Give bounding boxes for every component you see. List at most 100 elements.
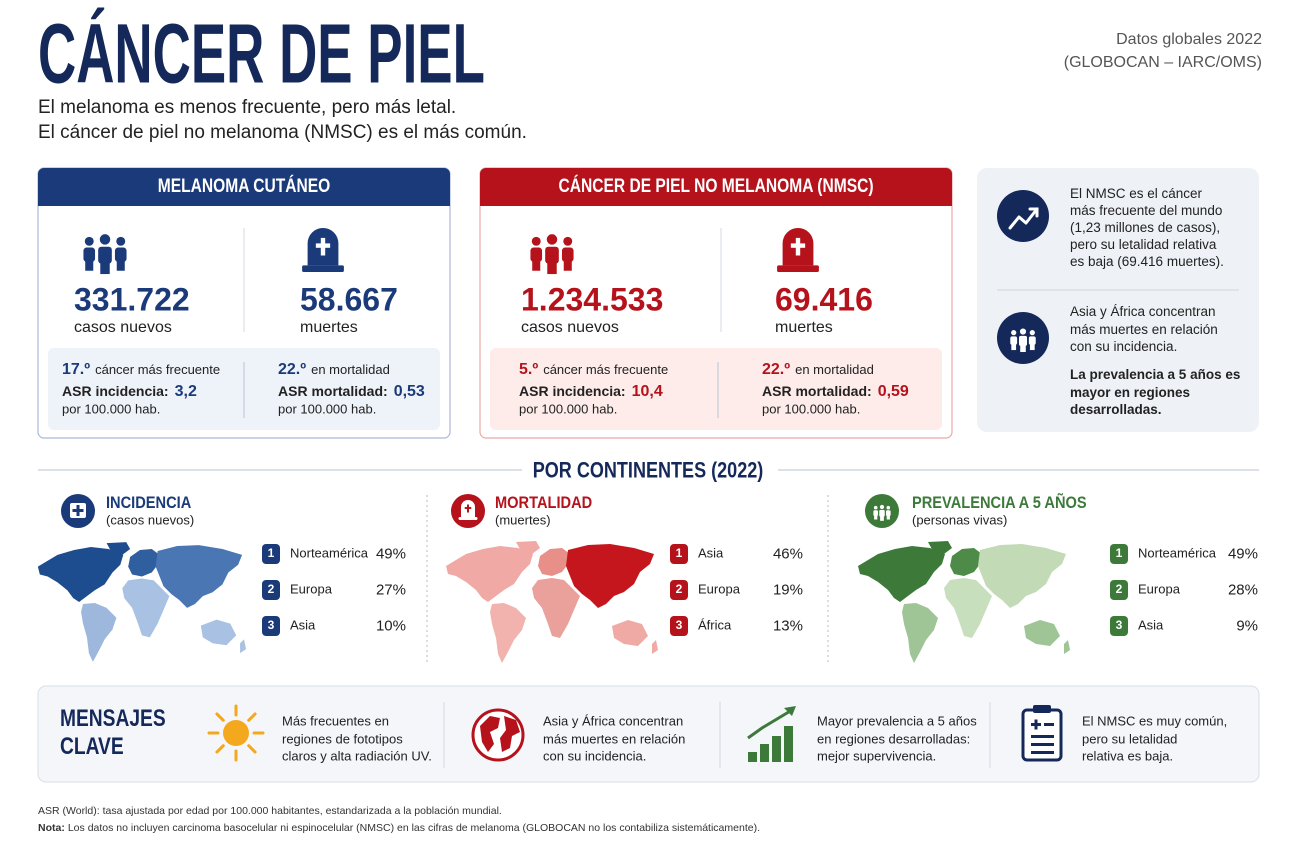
region-share: 49% bbox=[375, 545, 406, 563]
icon-cross bbox=[464, 507, 472, 509]
page-title: CÁNCER DE PIEL bbox=[38, 6, 485, 103]
section-title: POR CONTINENTES (2022) bbox=[533, 457, 764, 482]
icon-legs bbox=[116, 260, 125, 271]
icon-body bbox=[885, 510, 891, 516]
card-title: CÁNCER DE PIEL NO MELANOMA (NMSC) bbox=[558, 176, 873, 198]
icon-head bbox=[886, 505, 891, 510]
insight-text: con su incidencia. bbox=[1070, 339, 1178, 355]
icon-head bbox=[1019, 328, 1027, 335]
region-share: 19% bbox=[772, 581, 803, 599]
rank-badge-text: 1 bbox=[675, 546, 683, 561]
panel-title: PREVALENCIA A 5 AÑOS bbox=[912, 493, 1087, 513]
asr-line: ASR mortalidad: 0,59 bbox=[762, 383, 909, 401]
region-share: 13% bbox=[772, 617, 803, 635]
rank-badge-text: 3 bbox=[675, 618, 683, 633]
icon-legs bbox=[1011, 343, 1017, 351]
region-name: Asia bbox=[698, 545, 724, 561]
world-map bbox=[37, 542, 246, 662]
rank-text: cáncer más frecuente bbox=[543, 361, 669, 377]
icon-body bbox=[83, 247, 96, 262]
asr-unit: por 100.000 hab. bbox=[762, 401, 861, 417]
panel-bg bbox=[977, 168, 1259, 432]
people-icon bbox=[873, 504, 891, 521]
icon-body bbox=[545, 246, 559, 264]
subtitle-text: El melanoma es menos frecuente, pero más… bbox=[38, 97, 457, 119]
rank-badge-text: 2 bbox=[676, 582, 683, 597]
rank-number: 2 bbox=[267, 582, 275, 597]
insight-line: El NMSC es el cáncer bbox=[1070, 186, 1202, 202]
message-text: relativa es baja. bbox=[1082, 748, 1174, 764]
message-text: en regiones desarrolladas: bbox=[817, 731, 971, 747]
region: Asia bbox=[290, 617, 316, 634]
rank-number: 1 bbox=[675, 546, 683, 561]
region-share: 49% bbox=[1227, 545, 1258, 563]
world-map bbox=[858, 541, 1070, 663]
arrow-head bbox=[784, 706, 796, 716]
icon-body bbox=[879, 509, 885, 517]
stat-number: 331.722 bbox=[74, 282, 190, 319]
cases-label: casos nuevos bbox=[74, 318, 172, 336]
message-line: claros y alta radiación UV. bbox=[282, 749, 432, 765]
region-name: Asia bbox=[290, 617, 316, 633]
rank-number: 3 bbox=[675, 618, 683, 633]
icon-body bbox=[114, 247, 127, 262]
icon-head bbox=[84, 236, 94, 246]
growth-icon bbox=[747, 706, 796, 762]
rank-badge-text: 2 bbox=[1116, 582, 1123, 597]
rank-badge bbox=[670, 544, 688, 564]
insight-line: con su incidencia. bbox=[1070, 339, 1177, 355]
rank-badge-text: 3 bbox=[1115, 618, 1123, 633]
message-line: pero su letalidad bbox=[1082, 731, 1177, 747]
panel-title-text: INCIDENCIA bbox=[106, 493, 192, 513]
message-text: más muertes en relación bbox=[543, 731, 686, 747]
rank-number: 1 bbox=[1115, 546, 1123, 561]
sun-ray bbox=[215, 744, 225, 754]
insight-line: más muertes en relación bbox=[1070, 322, 1218, 338]
stat-number: 1.234.533 bbox=[521, 282, 663, 319]
rank-badge bbox=[670, 616, 688, 636]
message-line: Más frecuentes en bbox=[282, 714, 389, 730]
insight-bold-text: La prevalencia a 5 años es bbox=[1070, 367, 1241, 383]
asr-value: 3,2 bbox=[174, 382, 197, 400]
rank-badge-text: 2 bbox=[267, 582, 275, 597]
insight-text: más frecuente del mundo bbox=[1070, 203, 1223, 219]
icon-cross bbox=[315, 243, 331, 248]
note-label: Nota: bbox=[38, 821, 65, 834]
icon-body bbox=[1028, 336, 1036, 345]
rank-badge bbox=[1110, 580, 1128, 600]
region-name: Europa bbox=[698, 581, 740, 597]
title-text: CÁNCER DE PIEL bbox=[38, 6, 485, 101]
icon-body bbox=[561, 247, 574, 262]
arrow-icon bbox=[747, 708, 793, 740]
rank: 5.º bbox=[519, 360, 539, 378]
subtitle-text: El cáncer de piel no melanoma (NMSC) es … bbox=[38, 122, 527, 144]
icon-legs bbox=[547, 261, 557, 275]
stat-label: muertes bbox=[775, 319, 833, 337]
share: 10% bbox=[376, 617, 406, 634]
rank-number: 3 bbox=[1115, 618, 1123, 633]
region: Europa bbox=[290, 582, 332, 598]
subtitle: El cáncer de piel no melanoma (NMSC) es … bbox=[38, 122, 527, 144]
stat-number: 58.667 bbox=[300, 282, 398, 319]
asr-label: ASR incidencia: bbox=[519, 382, 626, 399]
icon-legs bbox=[100, 261, 110, 275]
unit-line: por 100.000 hab. bbox=[278, 402, 376, 418]
message-line: El NMSC es muy común, bbox=[1082, 714, 1227, 730]
insights-panel bbox=[977, 168, 1259, 432]
cases-value: 331.722 bbox=[74, 281, 190, 318]
insight-line: Asia y África concentran bbox=[1070, 304, 1216, 320]
icon-legs bbox=[1029, 343, 1035, 351]
rank-badge bbox=[262, 580, 280, 600]
message-text: Mayor prevalencia a 5 años bbox=[817, 713, 977, 729]
insight-text: pero su letalidad relativa bbox=[1070, 237, 1217, 253]
message-text: mejor supervivencia. bbox=[817, 748, 937, 764]
insight-line: desarrolladas. bbox=[1070, 402, 1162, 418]
message-line: relativa es baja. bbox=[1082, 748, 1174, 765]
icon-legs bbox=[563, 260, 572, 271]
icon-plus bbox=[72, 509, 84, 512]
insight-text: El NMSC es el cáncer bbox=[1070, 186, 1203, 202]
card-title: MELANOMA CUTÁNEO bbox=[158, 176, 331, 198]
world-map bbox=[446, 541, 658, 663]
region-name: África bbox=[698, 617, 732, 633]
